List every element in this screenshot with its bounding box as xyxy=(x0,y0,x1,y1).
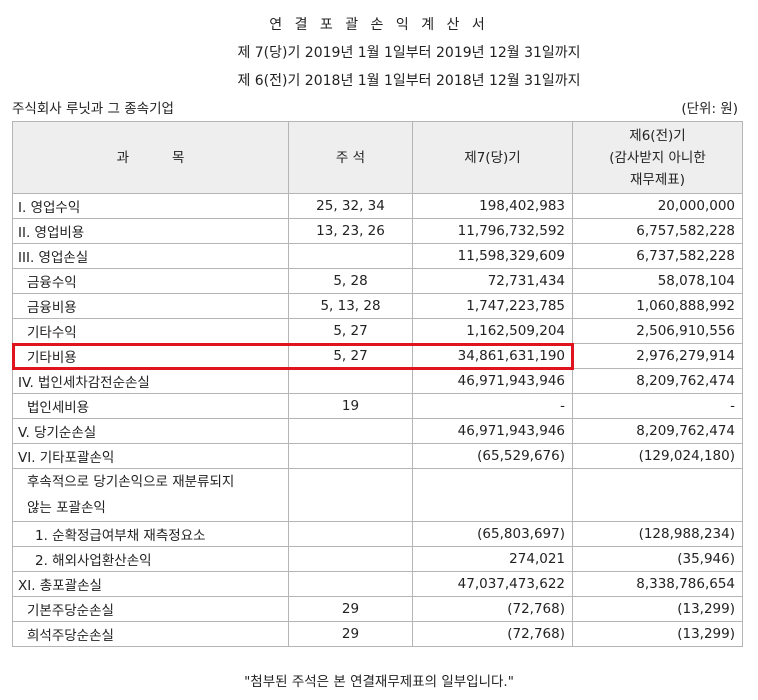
row-item: XI. 총포괄손실 xyxy=(12,571,289,597)
row-item: III. 영업손실 xyxy=(12,243,289,269)
row-note xyxy=(288,443,413,469)
footnote: "첨부된 주석은 본 연결재무제표의 일부입니다." xyxy=(244,674,514,690)
row-current: 46,971,943,946 xyxy=(412,368,573,394)
row-item: 2. 해외사업환산손익 xyxy=(12,546,289,572)
row-item: 법인세비용 xyxy=(12,393,289,419)
row-current: 34,861,631,190 xyxy=(412,343,573,369)
row-note: 19 xyxy=(288,393,413,419)
row-prior: (35,946) xyxy=(572,546,743,572)
row-note: 5, 27 xyxy=(288,318,413,344)
table-row: 2. 해외사업환산손익 274,021 (35,946) xyxy=(12,546,743,572)
current-period: 제 7(당)기 2019년 1월 1일부터 2019년 12월 31일까지 xyxy=(237,45,581,61)
row-prior: 58,078,104 xyxy=(572,268,743,294)
row-prior: 2,976,279,914 xyxy=(572,343,743,369)
row-item: 후속적으로 당기손익으로 재분류되지 않는 포괄손익 xyxy=(12,468,289,522)
row-note: 29 xyxy=(288,596,413,622)
row-prior: 6,737,582,228 xyxy=(572,243,743,269)
row-item: I. 영업수익 xyxy=(12,193,289,219)
row-current: 11,598,329,609 xyxy=(412,243,573,269)
table-row: 금융수익 5, 28 72,731,434 58,078,104 xyxy=(12,268,743,294)
row-note xyxy=(288,368,413,394)
row-current: 198,402,983 xyxy=(412,193,573,219)
row-current: 72,731,434 xyxy=(412,268,573,294)
table-row: VI. 기타포괄손익 (65,529,676) (129,024,180) xyxy=(12,443,743,469)
table-row: 기타비용 5, 27 34,861,631,190 2,976,279,914 xyxy=(12,343,743,369)
row-prior: 6,757,582,228 xyxy=(572,218,743,244)
row-prior: (129,024,180) xyxy=(572,443,743,469)
row-prior: 2,506,910,556 xyxy=(572,318,743,344)
row-prior: 8,209,762,474 xyxy=(572,418,743,444)
table-row: 후속적으로 당기손익으로 재분류되지 않는 포괄손익 xyxy=(12,468,743,522)
column-header-current: 제7(당)기 xyxy=(412,121,573,194)
column-header-note: 주 석 xyxy=(288,121,413,194)
company-name: 주식회사 루닛과 그 종속기업 xyxy=(12,101,174,117)
row-prior: (128,988,234) xyxy=(572,521,743,547)
row-item: 기타수익 xyxy=(12,318,289,344)
row-note: 13, 23, 26 xyxy=(288,218,413,244)
currency-unit: (단위: 원) xyxy=(681,101,738,117)
row-current: 46,971,943,946 xyxy=(412,418,573,444)
row-item: VI. 기타포괄손익 xyxy=(12,443,289,469)
column-header-prior: 제6(전)기 (감사받지 아니한 재무제표) xyxy=(572,121,743,194)
row-item: 금융수익 xyxy=(12,268,289,294)
table-row: 기본주당순손실 29 (72,768) (13,299) xyxy=(12,596,743,622)
table-row: I. 영업수익 25, 32, 34 198,402,983 20,000,000 xyxy=(12,193,743,219)
prior-period: 제 6(전)기 2018년 1월 1일부터 2018년 12월 31일까지 xyxy=(237,73,581,89)
income-statement-table: 과 목 주 석 제7(당)기 제6(전)기 (감사받지 아니한 재무제표) I.… xyxy=(12,121,743,647)
table-row: 기타수익 5, 27 1,162,509,204 2,506,910,556 xyxy=(12,318,743,344)
row-prior: 8,209,762,474 xyxy=(572,368,743,394)
row-prior: - xyxy=(572,393,743,419)
row-current: - xyxy=(412,393,573,419)
row-note: 25, 32, 34 xyxy=(288,193,413,219)
row-note xyxy=(288,546,413,572)
row-current: (72,768) xyxy=(412,621,573,647)
row-current xyxy=(412,468,573,522)
row-current: 274,021 xyxy=(412,546,573,572)
row-note: 5, 27 xyxy=(288,343,413,369)
row-prior xyxy=(572,468,743,522)
statement-title: 연 결 포 괄 손 익 계 산 서 xyxy=(269,17,489,33)
column-header-item: 과 목 xyxy=(12,121,289,194)
row-item: 1. 순확정급여부채 재측정요소 xyxy=(12,521,289,547)
row-item: 금융비용 xyxy=(12,293,289,319)
row-current: (65,529,676) xyxy=(412,443,573,469)
row-current: 47,037,473,622 xyxy=(412,571,573,597)
table-row: II. 영업비용 13, 23, 26 11,796,732,592 6,757,58… xyxy=(12,218,743,244)
header-row: 과 목 주 석 제7(당)기 제6(전)기 (감사받지 아니한 재무제표) xyxy=(12,121,743,194)
table-row: IV. 법인세차감전순손실 46,971,943,946 8,209,762,474 xyxy=(12,368,743,394)
table-body: I. 영업수익 25, 32, 34 198,402,983 20,000,000 II… xyxy=(12,193,743,647)
row-item: II. 영업비용 xyxy=(12,218,289,244)
row-current: 1,162,509,204 xyxy=(412,318,573,344)
row-note xyxy=(288,468,413,522)
row-item: V. 당기순손실 xyxy=(12,418,289,444)
row-prior: 1,060,888,992 xyxy=(572,293,743,319)
table-row: III. 영업손실 11,598,329,609 6,737,582,228 xyxy=(12,243,743,269)
table-row: 금융비용 5, 13, 28 1,747,223,785 1,060,888,992 xyxy=(12,293,743,319)
row-note: 5, 13, 28 xyxy=(288,293,413,319)
table-row: 희석주당순손실 29 (72,768) (13,299) xyxy=(12,621,743,647)
row-note xyxy=(288,521,413,547)
row-item: 기본주당순손실 xyxy=(12,596,289,622)
row-note: 29 xyxy=(288,621,413,647)
row-note xyxy=(288,243,413,269)
row-current: (72,768) xyxy=(412,596,573,622)
table-row: XI. 총포괄손실 47,037,473,622 8,338,786,654 xyxy=(12,571,743,597)
table-row: 법인세비용 19- - xyxy=(12,393,743,419)
row-current: 1,747,223,785 xyxy=(412,293,573,319)
row-current: (65,803,697) xyxy=(412,521,573,547)
row-note xyxy=(288,418,413,444)
row-current: 11,796,732,592 xyxy=(412,218,573,244)
row-item: IV. 법인세차감전순손실 xyxy=(12,368,289,394)
row-note: 5, 28 xyxy=(288,268,413,294)
row-prior: (13,299) xyxy=(572,596,743,622)
row-item: 희석주당순손실 xyxy=(12,621,289,647)
row-note xyxy=(288,571,413,597)
table-row: V. 당기순손실 46,971,943,946 8,209,762,474 xyxy=(12,418,743,444)
row-item: 기타비용 xyxy=(12,343,289,369)
table-row: 1. 순확정급여부채 재측정요소 (65,803,697) (128,988,234… xyxy=(12,521,743,547)
row-prior: (13,299) xyxy=(572,621,743,647)
row-prior: 20,000,000 xyxy=(572,193,743,219)
row-prior: 8,338,786,654 xyxy=(572,571,743,597)
